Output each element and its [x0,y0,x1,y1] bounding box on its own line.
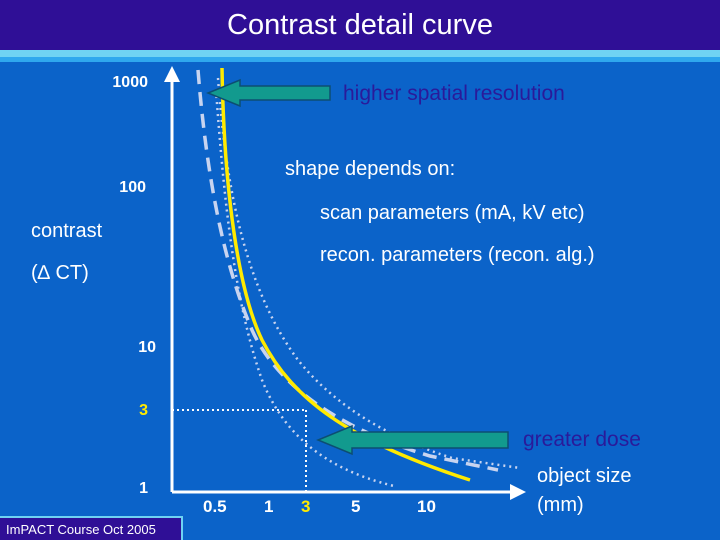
arrow-left-icon [316,424,509,456]
y-tick-3: 3 [139,402,148,419]
x-tick-0.5: 0.5 [203,497,227,516]
page-title: Contrast detail curve [227,8,493,41]
x-tick-5: 5 [351,497,361,516]
arrow-left-icon [206,78,331,108]
x-axis-label: object size [537,465,632,487]
x-tick-1: 1 [264,497,274,516]
annotation-spatial-resolution: higher spatial resolution [343,82,565,105]
title-stripe [0,50,720,57]
x-tick-3: 3 [301,497,311,516]
title-stripe-lower [0,57,720,62]
footer-course-label: ImPACT Course Oct 2005 [0,516,183,540]
y-tick-100: 100 [119,179,146,196]
y-axis-label: contrast [31,220,103,242]
annotation-scan-parameters: scan parameters (mA, kV etc) [320,202,585,224]
y-tick-1: 1 [139,480,148,497]
title-bar: Contrast detail curve [0,0,720,50]
x-axis-arrowhead [510,484,526,500]
x-tick-10: 10 [417,497,436,516]
annotation-greater-dose: greater dose [523,428,641,451]
annotation-shape-heading: shape depends on: [285,158,456,180]
annotation-recon-parameters: recon. parameters (recon. alg.) [320,244,595,266]
y-tick-10: 10 [138,339,156,356]
y-axis-arrowhead [164,66,180,82]
x-axis-label-unit: (mm) [537,494,584,516]
y-axis-label-unit: (∆ CT) [31,262,89,284]
y-tick-1000: 1000 [112,74,148,91]
contrast-detail-curve [220,67,471,482]
dotted-curve-upper [216,77,521,470]
